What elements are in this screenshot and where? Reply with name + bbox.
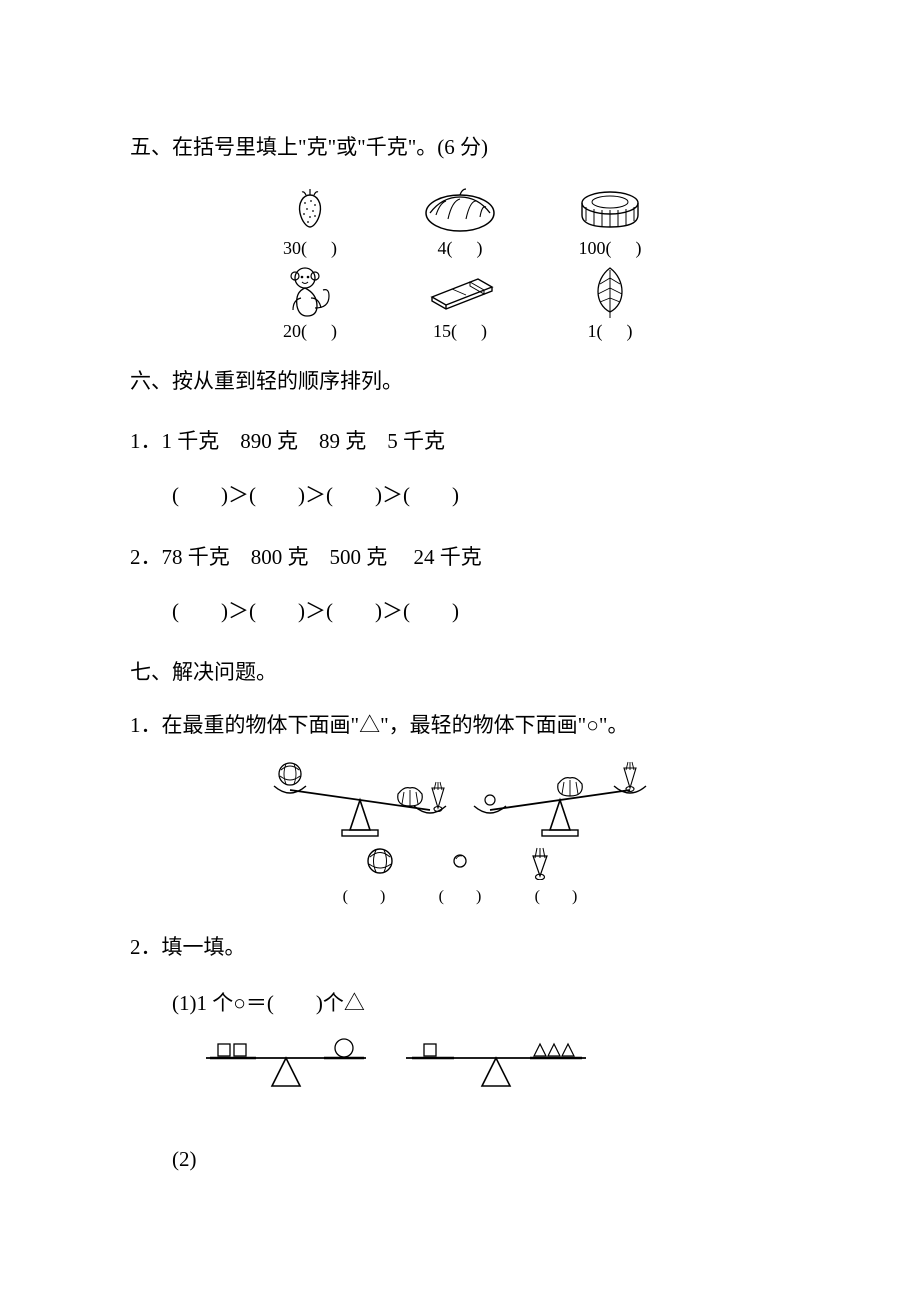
q7-1-blank-0: ( ) bbox=[332, 882, 396, 906]
q5-value-1: 4() bbox=[400, 238, 520, 259]
q7-2-balance-figure bbox=[186, 1032, 790, 1102]
leaf-icon bbox=[550, 265, 670, 319]
two-balance-icon bbox=[186, 1032, 606, 1096]
q7-title: 七、解决问题。 bbox=[130, 653, 790, 693]
watermelon-icon bbox=[400, 182, 520, 236]
q5-grid: 30() 4() bbox=[250, 182, 670, 342]
q7-1-blank-1: ( ) bbox=[428, 882, 492, 906]
shuttlecock-icon bbox=[525, 846, 555, 880]
q5-value-0: 30() bbox=[250, 238, 370, 259]
balance-scales-icon bbox=[260, 760, 660, 840]
q5-title: 五、在括号里填上"克"或"千克"。(6 分) bbox=[130, 128, 790, 168]
q5-value-4: 15() bbox=[400, 321, 520, 342]
q5-value-2: 100() bbox=[550, 238, 670, 259]
q5-value-3: 20() bbox=[250, 321, 370, 342]
q6-title: 六、按从重到轻的顺序排列。 bbox=[130, 362, 790, 402]
q7-1-blank-2: ( ) bbox=[524, 882, 588, 906]
pingpong-icon bbox=[445, 846, 475, 876]
q7-p2-sub1: (1)1 个○＝( )个△ bbox=[172, 982, 790, 1024]
volleyball-icon bbox=[365, 846, 395, 876]
q7-p2-label: 2．填一填。 bbox=[130, 928, 790, 968]
q7-p2-sub2: (2) bbox=[172, 1138, 790, 1180]
q7-1-figure: ( ) ( ) ( ) bbox=[260, 760, 660, 906]
q6-item1: 1．1 千克 890 克 89 克 5 千克 bbox=[130, 418, 790, 464]
monkey-icon bbox=[250, 265, 370, 319]
eraser-icon bbox=[400, 265, 520, 319]
q6-item1-blanks: ( )＞( )＞( )＞( ) bbox=[172, 472, 790, 518]
strawberry-icon bbox=[250, 182, 370, 236]
q6-item2: 2．78 千克 800 克 500 克 24 千克 bbox=[130, 534, 790, 580]
q6-item2-blanks: ( )＞( )＞( )＞( ) bbox=[172, 588, 790, 634]
q5-value-5: 1() bbox=[550, 321, 670, 342]
mooncake-icon bbox=[550, 182, 670, 236]
q7-p1-label: 1．在最重的物体下面画"△"，最轻的物体下面画"○"。 bbox=[130, 706, 790, 746]
